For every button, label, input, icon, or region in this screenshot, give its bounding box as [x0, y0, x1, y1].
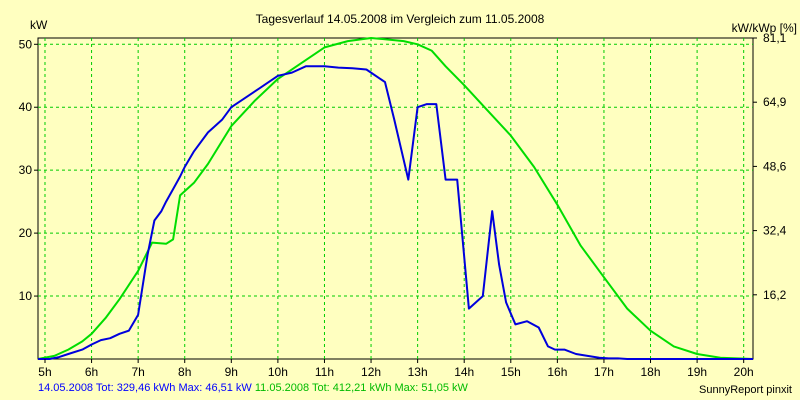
- y-tick-label-right: 81,1: [763, 31, 787, 45]
- x-axis: 5h 6h 7h 8h 9h 10h 11h 12h 13h 14h 15h 16h 17h 18h 19h…: [38, 359, 754, 379]
- series2-total: 11.05.2008 Tot: 412,21 kWh Max: 51,05 kW: [254, 382, 468, 394]
- x-tick-label: 5h: [38, 365, 51, 379]
- x-tick-label: 15h: [501, 365, 521, 379]
- grid: [38, 38, 753, 359]
- x-tick-label: 11h: [315, 365, 334, 379]
- x-tick-label: 16h: [547, 365, 567, 379]
- x-tick-label: 20h: [734, 365, 754, 379]
- series-layer: [37, 37, 754, 360]
- series1-total: 14.05.2008 Tot: 329,46 kWh Max: 46,51 kW: [38, 382, 252, 394]
- x-tick-label: 18h: [641, 365, 661, 379]
- chart-title: Tagesverlauf 14.05.2008 im Vergleich zum…: [256, 12, 545, 26]
- y-tick-label-right: 16,2: [763, 288, 787, 302]
- x-tick-label: 14h: [454, 365, 474, 379]
- y-axis-label-left: kW: [30, 18, 48, 32]
- x-tick-label: 13h: [408, 365, 428, 379]
- x-tick-label: 8h: [178, 365, 191, 379]
- y-tick-label-right: 64,9: [763, 95, 787, 109]
- y-tick-label-left: 50: [19, 37, 33, 51]
- footer-credit: SunnyReport pinxit: [699, 384, 792, 396]
- series-line-14.05.2008: [38, 65, 753, 360]
- y-tick-label-left: 40: [19, 100, 33, 114]
- y-tick-label-right: 32,4: [763, 224, 787, 238]
- right-axis: 16,2 32,4 48,6 64,9 81,1: [753, 31, 787, 302]
- x-tick-label: 19h: [687, 365, 707, 379]
- left-axis: 10 20 30 40 50: [19, 37, 38, 303]
- y-tick-label-right: 48,6: [763, 159, 787, 173]
- x-tick-label: 7h: [131, 365, 144, 379]
- y-tick-label-left: 20: [19, 226, 33, 240]
- series-line-11.05.2008: [37, 37, 754, 360]
- x-tick-label: 12h: [361, 365, 381, 379]
- x-tick-label: 9h: [225, 365, 238, 379]
- y-axis-label-right: kW/kWp [%]: [732, 21, 797, 35]
- x-tick-label: 10h: [268, 365, 288, 379]
- y-tick-label-left: 10: [19, 289, 33, 303]
- y-tick-label-left: 30: [19, 163, 33, 177]
- x-tick-label: 17h: [594, 365, 614, 379]
- x-tick-label: 6h: [85, 365, 98, 379]
- plot-area: [37, 37, 754, 360]
- chart-footer: 14.05.2008 Tot: 329,46 kWh Max: 46,51 kW…: [38, 382, 468, 394]
